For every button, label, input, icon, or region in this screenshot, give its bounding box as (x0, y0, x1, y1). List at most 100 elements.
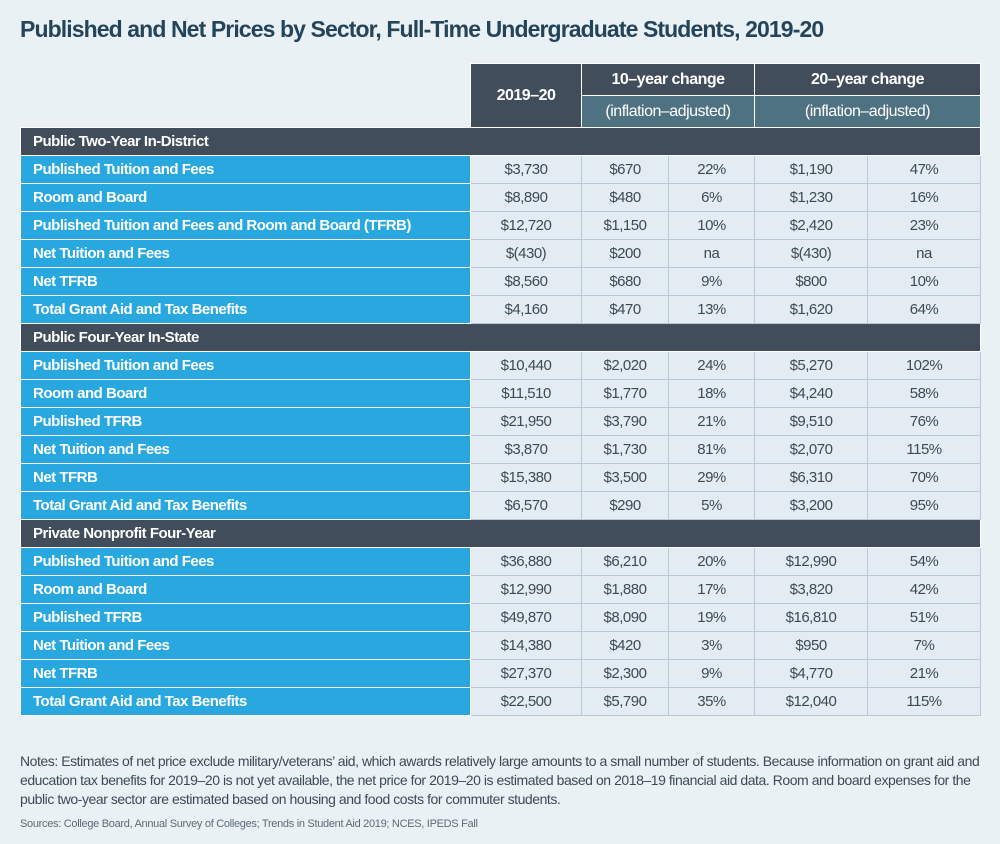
row-label: Published Tuition and Fees (20, 351, 471, 380)
section-title: Public Two-Year In-District (19, 127, 982, 156)
value-cell: $670 (581, 155, 669, 184)
value-cell: $8,090 (581, 603, 669, 632)
header-20-year-sub: (inflation–adjusted) (754, 95, 982, 128)
table-row: Net Tuition and Fees $14,380 $420 3% $950 7% (20, 631, 982, 660)
value-cell: $3,730 (470, 155, 582, 184)
row-label: Published TFRB (20, 603, 471, 632)
value-cell: 13% (667, 295, 756, 324)
row-label: Total Grant Aid and Tax Benefits (20, 491, 471, 520)
row-label: Published Tuition and Fees (20, 547, 471, 576)
value-cell: 10% (667, 211, 756, 240)
table-row: Room and Board $11,510 $1,770 18% $4,240 58% (20, 379, 982, 408)
value-cell: $14,380 (470, 631, 582, 660)
header-10-year-change: 10–year change (580, 63, 756, 96)
value-cell: 58% (867, 379, 982, 408)
value-cell: 42% (867, 575, 982, 604)
value-cell: $1,880 (581, 575, 669, 604)
value-cell: $36,880 (470, 547, 582, 576)
row-label: Net Tuition and Fees (20, 239, 471, 268)
row-label: Published TFRB (20, 407, 471, 436)
value-cell: $12,990 (470, 575, 582, 604)
value-cell: $27,370 (470, 659, 582, 688)
row-label: Room and Board (20, 575, 471, 604)
value-cell: $(430) (470, 239, 582, 268)
table-row: Net TFRB $27,370 $2,300 9% $4,770 21% (20, 659, 982, 688)
value-cell: 18% (667, 379, 756, 408)
value-cell: $4,240 (754, 379, 869, 408)
value-cell: 76% (867, 407, 982, 436)
value-cell: 17% (667, 575, 756, 604)
value-cell: 10% (867, 267, 982, 296)
value-cell: $3,820 (754, 575, 869, 604)
value-cell: 115% (867, 435, 982, 464)
value-cell: $2,020 (581, 351, 669, 380)
value-cell: 6% (667, 183, 756, 212)
value-cell: $1,190 (754, 155, 869, 184)
row-label: Total Grant Aid and Tax Benefits (20, 295, 471, 324)
section-header-row: Public Four-Year In-State (19, 323, 982, 352)
table-row: Net Tuition and Fees $3,870 $1,730 81% $2,07… (20, 435, 982, 464)
value-cell: 7% (867, 631, 982, 660)
value-cell: $10,440 (470, 351, 582, 380)
row-label: Total Grant Aid and Tax Benefits (20, 687, 471, 716)
value-cell: 70% (867, 463, 982, 492)
value-cell: $6,310 (754, 463, 869, 492)
table-row: Published Tuition and Fees $10,440 $2,020 2… (20, 351, 982, 380)
row-label: Published Tuition and Fees and Room and … (20, 211, 471, 240)
row-label: Room and Board (20, 183, 471, 212)
value-cell: $2,420 (754, 211, 869, 240)
header-2019-20: 2019–20 (470, 63, 582, 128)
value-cell: na (867, 239, 982, 268)
value-cell: 5% (667, 491, 756, 520)
value-cell: 54% (867, 547, 982, 576)
table-row: Published TFRB $21,950 $3,790 21% $9,510 76% (20, 407, 982, 436)
value-cell: $8,890 (470, 183, 582, 212)
value-cell: $290 (581, 491, 669, 520)
value-cell: 95% (867, 491, 982, 520)
value-cell: 115% (867, 687, 982, 716)
value-cell: $1,620 (754, 295, 869, 324)
value-cell: 3% (667, 631, 756, 660)
value-cell: 19% (667, 603, 756, 632)
value-cell: $2,300 (581, 659, 669, 688)
section-header-row: Private Nonprofit Four-Year (19, 519, 982, 548)
table-row: Net Tuition and Fees $(430) $200 na $(430) na (20, 239, 982, 268)
value-cell: $800 (754, 267, 869, 296)
value-cell: $480 (581, 183, 669, 212)
value-cell: $6,570 (470, 491, 582, 520)
section-title: Private Nonprofit Four-Year (19, 519, 982, 548)
value-cell: $5,270 (754, 351, 869, 380)
table-row: Published Tuition and Fees $36,880 $6,210 2… (20, 547, 982, 576)
value-cell: 22% (667, 155, 756, 184)
value-cell: 9% (667, 659, 756, 688)
table-row: Room and Board $8,890 $480 6% $1,230 16% (20, 183, 982, 212)
page-title: Published and Net Prices by Sector, Full… (20, 16, 824, 42)
price-table: 2019–20 10–year change 20–year change (i… (19, 63, 982, 716)
row-label: Net TFRB (20, 463, 471, 492)
value-cell: 102% (867, 351, 982, 380)
value-cell: $21,950 (470, 407, 582, 436)
value-cell: $16,810 (754, 603, 869, 632)
value-cell: $950 (754, 631, 869, 660)
value-cell: 20% (667, 547, 756, 576)
table-row: Net TFRB $15,380 $3,500 29% $6,310 70% (20, 463, 982, 492)
value-cell: $12,990 (754, 547, 869, 576)
row-label: Net TFRB (20, 267, 471, 296)
row-label: Net TFRB (20, 659, 471, 688)
value-cell: 9% (667, 267, 756, 296)
value-cell: $49,870 (470, 603, 582, 632)
header-blank (20, 63, 471, 128)
section-title: Public Four-Year In-State (19, 323, 982, 352)
sources: Sources: College Board, Annual Survey of… (20, 818, 478, 830)
value-cell: 16% (867, 183, 982, 212)
value-cell: $420 (581, 631, 669, 660)
table-row: Published Tuition and Fees $3,730 $670 22% $… (20, 155, 982, 184)
header-20-year-change: 20–year change (754, 63, 982, 96)
value-cell: $1,230 (754, 183, 869, 212)
value-cell: $3,200 (754, 491, 869, 520)
value-cell: $15,380 (470, 463, 582, 492)
value-cell: $12,040 (754, 687, 869, 716)
table-row: Published TFRB $49,870 $8,090 19% $16,810 51% (20, 603, 982, 632)
value-cell: $4,770 (754, 659, 869, 688)
value-cell: $3,790 (581, 407, 669, 436)
